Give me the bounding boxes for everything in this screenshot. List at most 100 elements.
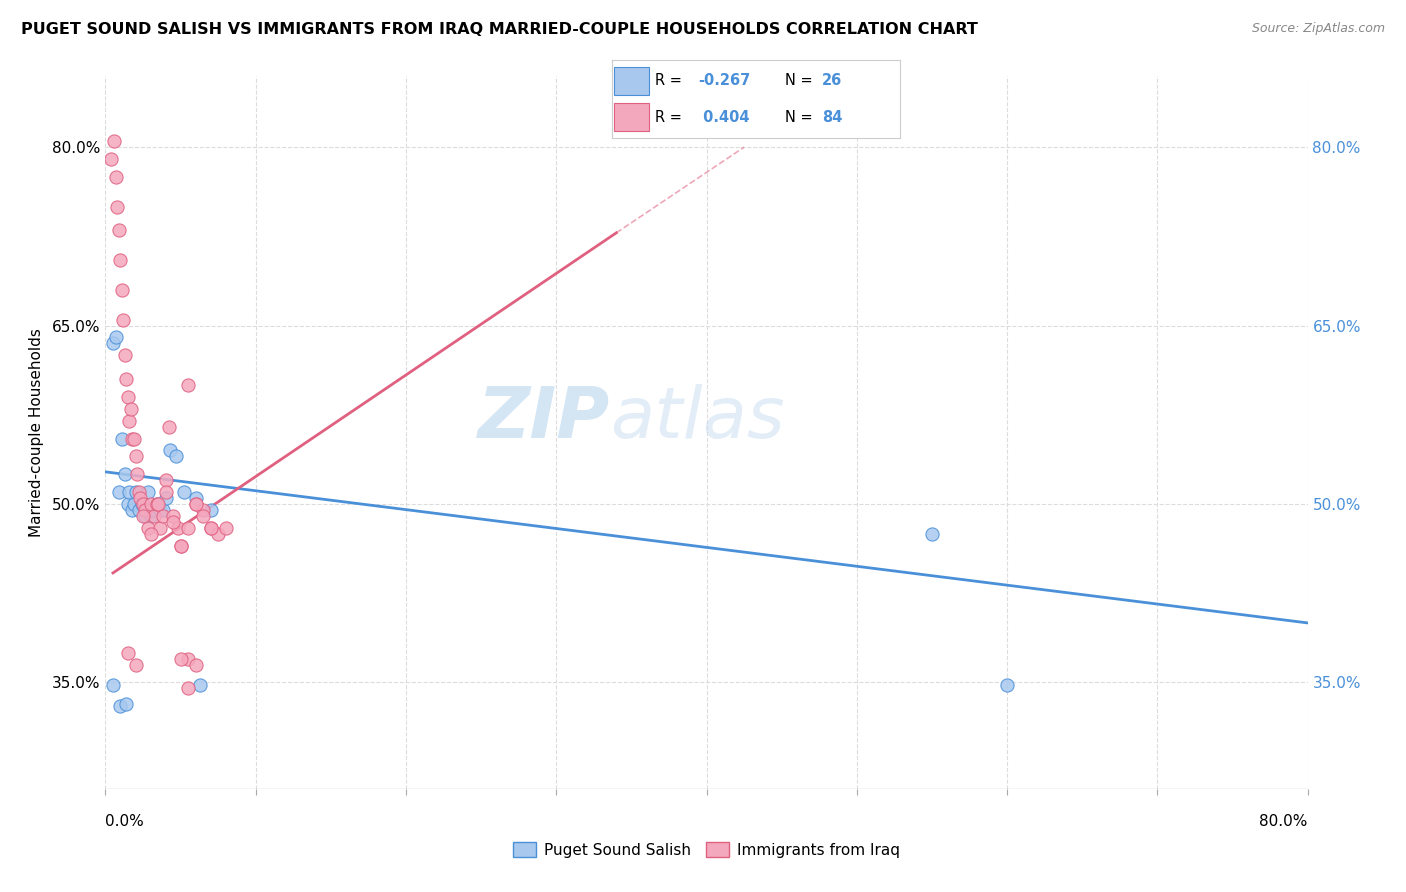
Point — [155, 485, 177, 500]
Point — [177, 378, 200, 392]
Point — [146, 497, 169, 511]
Point — [110, 253, 132, 268]
FancyBboxPatch shape — [614, 67, 650, 95]
Point — [169, 651, 191, 665]
Point — [121, 432, 143, 446]
Point — [159, 443, 181, 458]
Legend: Puget Sound Salish, Immigrants from Iraq: Puget Sound Salish, Immigrants from Iraq — [508, 836, 905, 863]
Point — [122, 497, 145, 511]
Point — [129, 491, 152, 505]
Point — [184, 657, 207, 672]
Text: R =: R = — [655, 73, 686, 88]
Text: -0.267: -0.267 — [699, 73, 751, 88]
Point — [155, 473, 177, 487]
Point — [108, 223, 131, 237]
Point — [132, 508, 155, 523]
Point — [114, 467, 136, 482]
Point — [157, 419, 180, 434]
Point — [191, 503, 214, 517]
Point — [162, 515, 184, 529]
Text: 84: 84 — [823, 110, 842, 125]
Point — [148, 521, 170, 535]
Point — [139, 526, 162, 541]
Point — [115, 697, 138, 711]
Point — [117, 497, 139, 511]
Point — [107, 200, 129, 214]
Point — [184, 497, 207, 511]
Text: ZIP: ZIP — [478, 384, 610, 453]
Point — [134, 503, 156, 517]
Point — [169, 539, 191, 553]
Point — [139, 497, 162, 511]
Point — [200, 503, 222, 517]
Point — [184, 497, 207, 511]
Point — [131, 497, 153, 511]
Point — [188, 678, 211, 692]
Point — [173, 485, 195, 500]
Point — [134, 508, 156, 523]
Text: R =: R = — [655, 110, 686, 125]
Text: 26: 26 — [823, 73, 842, 88]
Point — [207, 526, 229, 541]
Point — [155, 491, 177, 505]
Point — [169, 539, 191, 553]
Point — [142, 508, 165, 523]
Point — [118, 414, 141, 428]
Point — [145, 497, 167, 511]
Text: 0.404: 0.404 — [699, 110, 749, 125]
Point — [145, 497, 167, 511]
Point — [162, 508, 184, 523]
Point — [108, 485, 131, 500]
Point — [148, 503, 170, 517]
Point — [122, 432, 145, 446]
Point — [136, 485, 159, 500]
Point — [177, 681, 200, 696]
FancyBboxPatch shape — [614, 103, 650, 131]
Point — [191, 508, 214, 523]
Point — [921, 526, 943, 541]
Text: 80.0%: 80.0% — [1260, 814, 1308, 829]
Point — [139, 508, 162, 523]
Point — [200, 521, 222, 535]
Text: atlas: atlas — [610, 384, 785, 453]
Text: N =: N = — [785, 110, 817, 125]
Point — [177, 521, 200, 535]
Point — [124, 450, 146, 464]
Point — [104, 330, 127, 344]
Point — [112, 312, 135, 326]
Point — [111, 432, 134, 446]
Point — [100, 152, 122, 166]
Point — [128, 503, 150, 517]
Point — [995, 678, 1018, 692]
Point — [214, 521, 236, 535]
Point — [103, 134, 125, 148]
Point — [124, 485, 146, 500]
Point — [114, 348, 136, 362]
Point — [117, 646, 139, 660]
Point — [142, 503, 165, 517]
Point — [128, 485, 150, 500]
Point — [121, 503, 143, 517]
Point — [101, 678, 124, 692]
Y-axis label: Married-couple Households: Married-couple Households — [28, 328, 44, 537]
Text: PUGET SOUND SALISH VS IMMIGRANTS FROM IRAQ MARRIED-COUPLE HOUSEHOLDS CORRELATION: PUGET SOUND SALISH VS IMMIGRANTS FROM IR… — [21, 22, 979, 37]
Point — [118, 485, 141, 500]
Point — [184, 491, 207, 505]
Text: 0.0%: 0.0% — [105, 814, 145, 829]
Point — [110, 699, 132, 714]
Point — [152, 508, 174, 523]
Point — [104, 169, 127, 184]
Point — [125, 467, 148, 482]
Text: N =: N = — [785, 73, 817, 88]
Point — [117, 390, 139, 404]
Point — [124, 657, 146, 672]
Point — [101, 336, 124, 351]
Point — [111, 283, 134, 297]
Point — [177, 651, 200, 665]
Point — [152, 503, 174, 517]
Point — [200, 521, 222, 535]
Point — [132, 497, 155, 511]
Point — [115, 372, 138, 386]
Text: Source: ZipAtlas.com: Source: ZipAtlas.com — [1251, 22, 1385, 36]
Point — [165, 450, 187, 464]
